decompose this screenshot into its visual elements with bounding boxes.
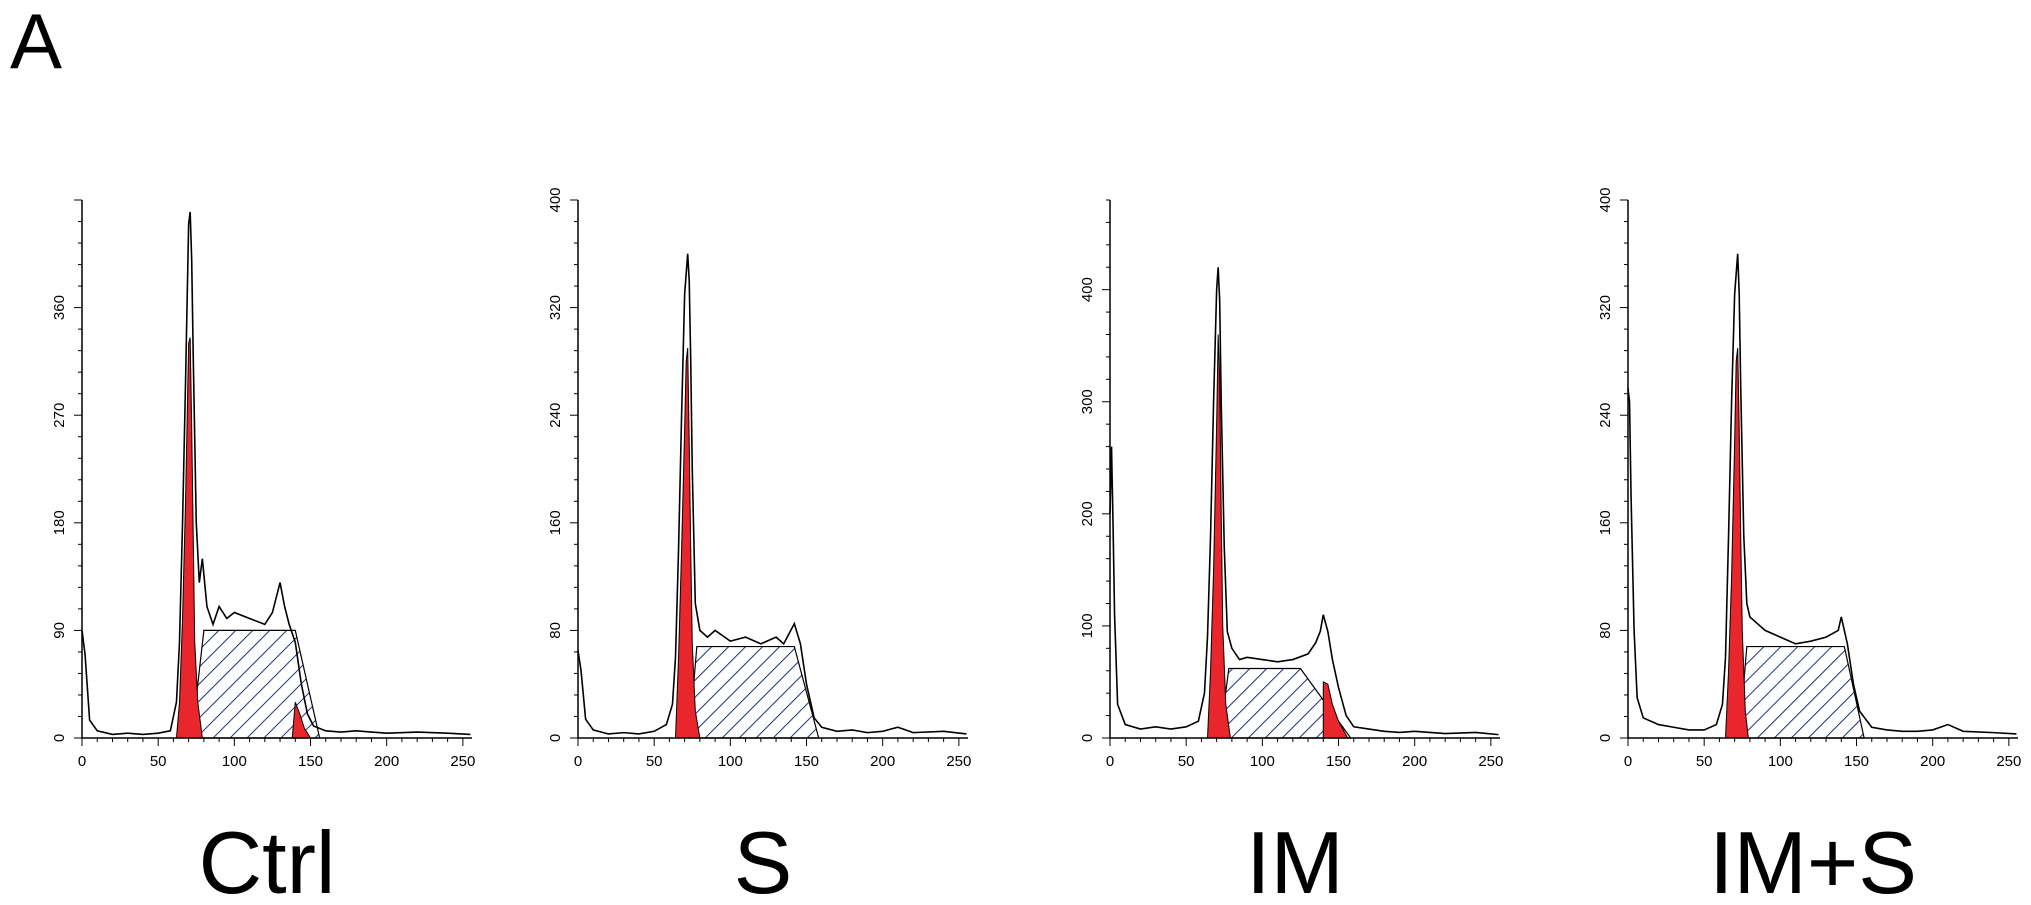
x-tick-label: 250 [946, 753, 971, 770]
y-tick-label: 320 [547, 295, 564, 320]
x-tick-label: 150 [1844, 753, 1869, 770]
y-tick-label: 180 [51, 510, 68, 535]
s-phase-area [1738, 645, 1865, 739]
x-tick-label: 50 [1178, 753, 1195, 770]
y-tick-label: 270 [51, 403, 68, 428]
y-tick-label: 90 [51, 622, 68, 639]
y-tick-label: 0 [51, 734, 68, 742]
g1-peak-area [1206, 334, 1231, 739]
histogram-panel-4: 0 50 100 150 200 250 0 80 160 240 320 400 IM+S [1597, 187, 2021, 905]
x-tick-label: 150 [1326, 753, 1351, 770]
x-tick-label: 100 [1250, 753, 1275, 770]
y-tick-label: 240 [1597, 403, 1614, 428]
g1-peak-area [1724, 347, 1749, 739]
x-tick-label: 0 [1106, 753, 1114, 770]
histogram-panel-1: 0 50 100 150 200 250 0 90 180 270 360 Ctrl [51, 199, 475, 905]
x-tick-label: 250 [1996, 753, 2021, 770]
histogram-panel-2: 0 50 100 150 200 250 0 80 160 240 320 400 S [547, 187, 971, 905]
y-tick-label: 80 [1597, 622, 1614, 639]
y-tick-label: 0 [1597, 734, 1614, 742]
histogram-line [1627, 253, 2017, 735]
y-tick-label: 0 [547, 734, 564, 742]
y-tick-label: 240 [547, 403, 564, 428]
y-tick-label: 80 [547, 622, 564, 639]
x-tick-label: 100 [222, 753, 247, 770]
y-tick-label: 320 [1597, 295, 1614, 320]
y-tick-label: 160 [1597, 510, 1614, 535]
y-tick-label: 0 [1079, 734, 1096, 742]
y-tick-label: 160 [547, 510, 564, 535]
x-tick-label: 150 [794, 753, 819, 770]
panel-label: A [10, 0, 63, 85]
y-tick-label: 400 [547, 187, 564, 212]
g1-peak-area [175, 337, 203, 739]
x-tick-label: 200 [870, 753, 895, 770]
x-tick-label: 200 [374, 753, 399, 770]
histogram-panel-3: 0 50 100 150 200 250 0 100 200 300 400 IM [1079, 199, 1503, 905]
y-tick-label: 300 [1079, 389, 1096, 414]
x-tick-label: 250 [450, 753, 475, 770]
condition-label: IM [1246, 813, 1344, 905]
x-tick-label: 50 [646, 753, 663, 770]
x-tick-label: 200 [1920, 753, 1945, 770]
x-tick-label: 100 [718, 753, 743, 770]
y-tick-label: 400 [1597, 187, 1614, 212]
x-tick-label: 0 [574, 753, 582, 770]
x-tick-label: 50 [150, 753, 167, 770]
x-tick-label: 50 [1696, 753, 1713, 770]
condition-label: S [734, 813, 793, 905]
x-tick-label: 100 [1768, 753, 1793, 770]
y-tick-label: 100 [1079, 613, 1096, 638]
s-phase-area [688, 645, 820, 739]
condition-label: Ctrl [199, 813, 336, 905]
g1-peak-area [674, 347, 701, 739]
histogram-line [1109, 267, 1499, 736]
x-tick-label: 0 [1624, 753, 1632, 770]
y-tick-label: 400 [1079, 277, 1096, 302]
y-tick-label: 200 [1079, 501, 1096, 526]
x-tick-label: 150 [298, 753, 323, 770]
histogram-line [81, 211, 471, 736]
condition-label: IM+S [1709, 813, 1917, 905]
x-tick-label: 250 [1478, 753, 1503, 770]
x-tick-label: 0 [78, 753, 86, 770]
x-tick-label: 200 [1402, 753, 1427, 770]
histogram-line [577, 253, 967, 735]
y-tick-label: 360 [51, 295, 68, 320]
